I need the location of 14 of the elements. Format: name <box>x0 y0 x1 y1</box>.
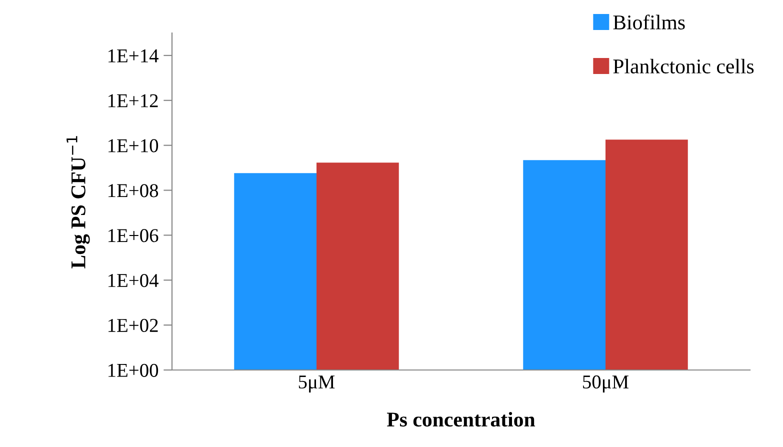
y-tick-label: 1E+06 <box>108 229 158 242</box>
y-tick-label: 1E+08 <box>108 184 158 198</box>
y-tick-label: 1E+02 <box>108 318 158 332</box>
x-tick-label: 5μM <box>298 376 335 392</box>
x-axis-title: Ps concentration <box>387 412 536 427</box>
y-tick-label: 1E+00 <box>108 364 158 377</box>
legend-label: Biofilms <box>613 14 685 30</box>
x-tick-label: 50μM <box>583 375 629 392</box>
y-tick-label: 1E+10 <box>108 139 158 152</box>
legend-label: Plankctonic cells <box>613 58 754 74</box>
y-tick-label: 1E+12 <box>108 94 158 108</box>
y-tick-label: 1E+04 <box>108 274 159 288</box>
y-axis-title: Log PS CFU$^{−1}$ <box>66 136 90 268</box>
y-tick-label: 1E+14 <box>108 49 159 62</box>
